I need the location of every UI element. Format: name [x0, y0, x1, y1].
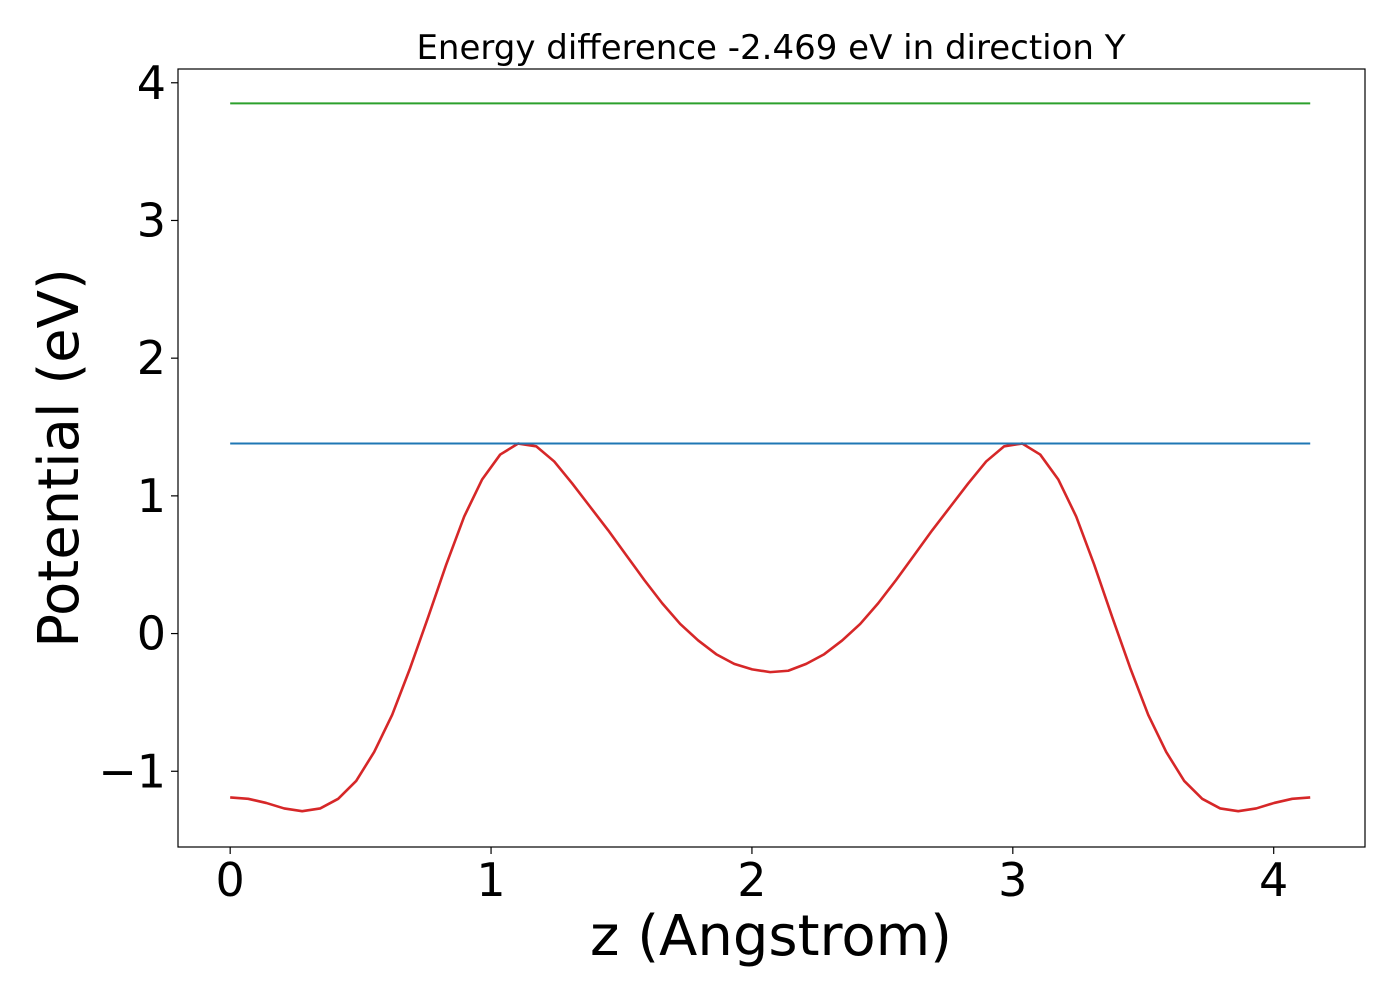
- y-axis-ticks: −1 0 1 2 3 4: [98, 56, 178, 798]
- x-tick-label: 4: [1259, 853, 1288, 907]
- series-layer: [230, 102, 1311, 813]
- x-tick-label: 0: [216, 853, 245, 907]
- y-tick-label: −1: [98, 744, 166, 798]
- plot-frame: [177, 68, 1366, 848]
- y-tick-label: 0: [137, 607, 166, 661]
- y-tick-label: 2: [137, 331, 166, 385]
- x-axis-label: z (Angstrom): [590, 904, 952, 969]
- series-line-0: [230, 442, 1311, 813]
- chart-title: Energy difference -2.469 eV in direction…: [416, 28, 1125, 68]
- plot-area: 0 1 2 3 4 −1 0 1 2 3 4: [98, 56, 1366, 907]
- x-tick-label: 1: [476, 853, 505, 907]
- y-axis-label: Potential (eV): [27, 268, 92, 648]
- x-tick-label: 3: [998, 853, 1027, 907]
- y-tick-label: 3: [137, 193, 166, 247]
- x-tick-label: 2: [737, 853, 766, 907]
- y-tick-label: 1: [137, 469, 166, 523]
- x-axis-ticks: 0 1 2 3 4: [216, 847, 1288, 907]
- y-tick-label: 4: [137, 56, 166, 110]
